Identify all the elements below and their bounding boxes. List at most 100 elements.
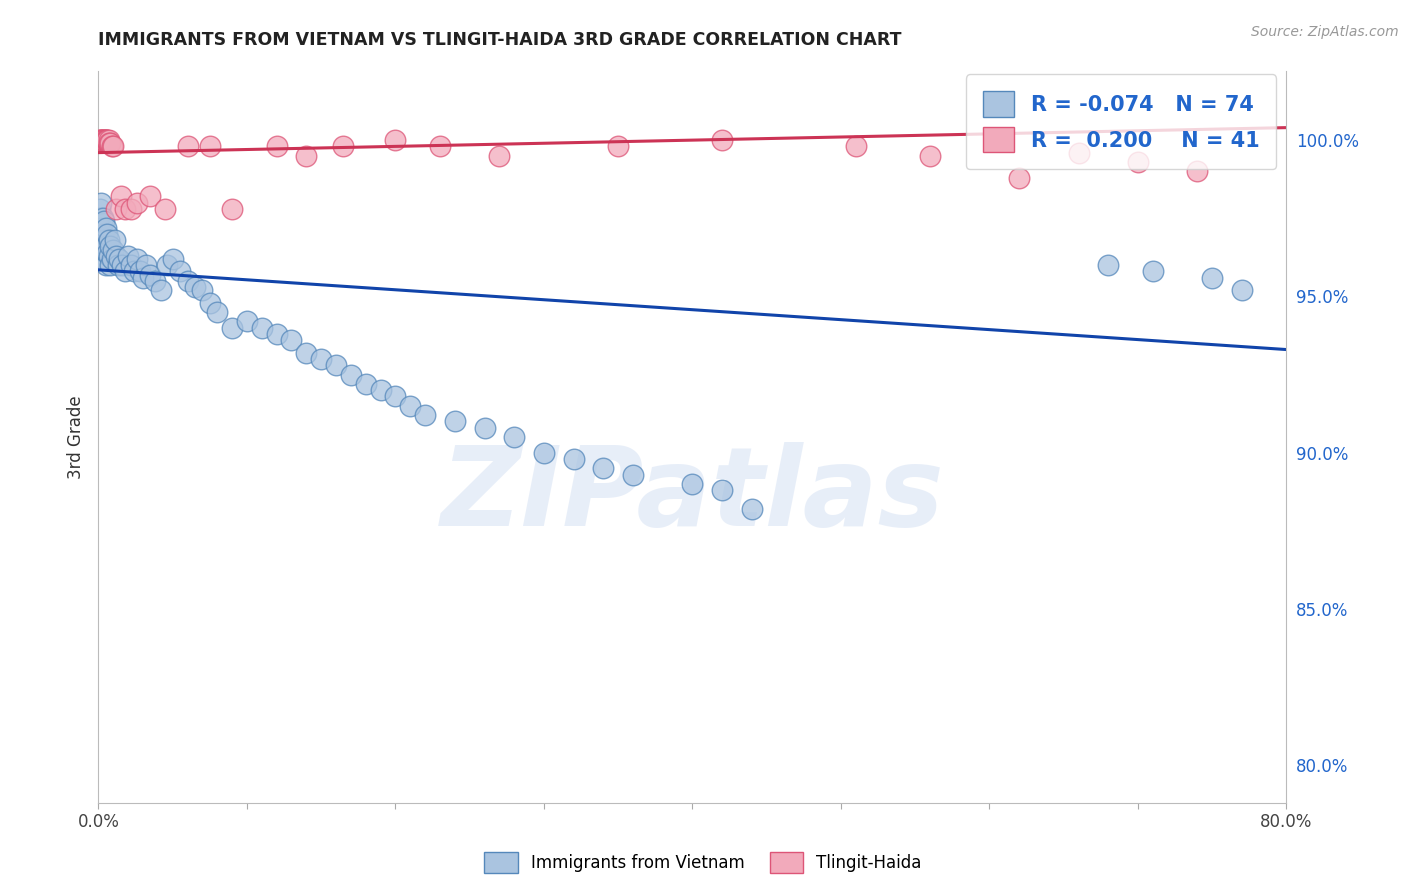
Point — [682, 477, 704, 491]
Point — [101, 139, 124, 153]
Point — [107, 258, 129, 272]
Point — [143, 274, 166, 288]
Point — [198, 139, 221, 153]
Point — [97, 233, 120, 247]
Point — [443, 414, 465, 428]
Point — [97, 133, 120, 147]
Point — [920, 149, 942, 163]
Point — [122, 264, 145, 278]
Point — [135, 258, 157, 272]
Point — [94, 239, 117, 253]
Point — [1067, 145, 1090, 160]
Point — [295, 149, 318, 163]
Point — [101, 252, 124, 266]
Point — [413, 408, 436, 422]
Point — [120, 202, 142, 216]
Point — [108, 252, 131, 266]
Point — [340, 368, 363, 382]
Point — [93, 133, 115, 147]
Point — [90, 195, 112, 210]
Point — [89, 211, 111, 226]
Point — [93, 233, 115, 247]
Point — [93, 252, 115, 266]
Point — [94, 258, 117, 272]
Point — [533, 446, 555, 460]
Point — [96, 133, 118, 147]
Point — [110, 189, 132, 203]
Point — [98, 258, 121, 272]
Point — [176, 139, 198, 153]
Point — [711, 133, 734, 147]
Point — [384, 389, 406, 403]
Point — [125, 195, 148, 210]
Point — [198, 295, 221, 310]
Point — [114, 202, 136, 216]
Point — [332, 139, 354, 153]
Point — [94, 133, 117, 147]
Point — [104, 233, 127, 247]
Point — [1230, 283, 1253, 297]
Point — [169, 264, 191, 278]
Point — [93, 214, 115, 228]
Point — [91, 133, 114, 147]
Legend: R = -0.074   N = 74, R =  0.200    N = 41: R = -0.074 N = 74, R = 0.200 N = 41 — [966, 74, 1277, 169]
Point — [90, 133, 112, 147]
Point — [845, 139, 868, 153]
Text: Source: ZipAtlas.com: Source: ZipAtlas.com — [1251, 25, 1399, 39]
Point — [93, 133, 115, 147]
Point — [384, 133, 406, 147]
Point — [94, 133, 117, 147]
Point — [592, 461, 614, 475]
Point — [91, 227, 114, 241]
Point — [91, 211, 114, 226]
Point — [111, 258, 134, 272]
Point — [1142, 264, 1164, 278]
Point — [129, 264, 152, 278]
Point — [156, 258, 179, 272]
Point — [94, 220, 117, 235]
Point — [250, 320, 273, 334]
Point — [97, 249, 120, 263]
Point — [98, 136, 121, 151]
Point — [280, 333, 302, 347]
Point — [98, 239, 121, 253]
Point — [139, 268, 162, 282]
Point — [162, 252, 184, 266]
Point — [90, 133, 112, 147]
Point — [1187, 164, 1209, 178]
Point — [266, 326, 288, 341]
Point — [125, 252, 148, 266]
Point — [97, 136, 120, 151]
Point — [429, 139, 451, 153]
Point — [105, 249, 128, 263]
Point — [741, 502, 763, 516]
Text: ZIPatlas: ZIPatlas — [440, 442, 945, 549]
Point — [89, 202, 111, 216]
Point — [184, 280, 207, 294]
Point — [309, 351, 332, 366]
Point — [105, 202, 128, 216]
Point — [90, 233, 112, 247]
Point — [114, 264, 136, 278]
Point — [1097, 258, 1119, 272]
Point — [103, 243, 125, 257]
Point — [117, 249, 139, 263]
Text: IMMIGRANTS FROM VIETNAM VS TLINGIT-HAIDA 3RD GRADE CORRELATION CHART: IMMIGRANTS FROM VIETNAM VS TLINGIT-HAIDA… — [98, 31, 901, 49]
Point — [176, 274, 198, 288]
Point — [120, 258, 142, 272]
Point — [96, 227, 118, 241]
Point — [325, 358, 347, 372]
Point — [1008, 170, 1031, 185]
Point — [96, 133, 118, 147]
Point — [1126, 155, 1149, 169]
Point — [295, 345, 318, 359]
Point — [149, 283, 172, 297]
Point — [562, 452, 585, 467]
Point — [488, 149, 510, 163]
Point — [89, 133, 111, 147]
Y-axis label: 3rd Grade: 3rd Grade — [66, 395, 84, 479]
Point — [91, 243, 114, 257]
Point — [370, 383, 392, 397]
Point — [96, 245, 118, 260]
Point — [207, 305, 229, 319]
